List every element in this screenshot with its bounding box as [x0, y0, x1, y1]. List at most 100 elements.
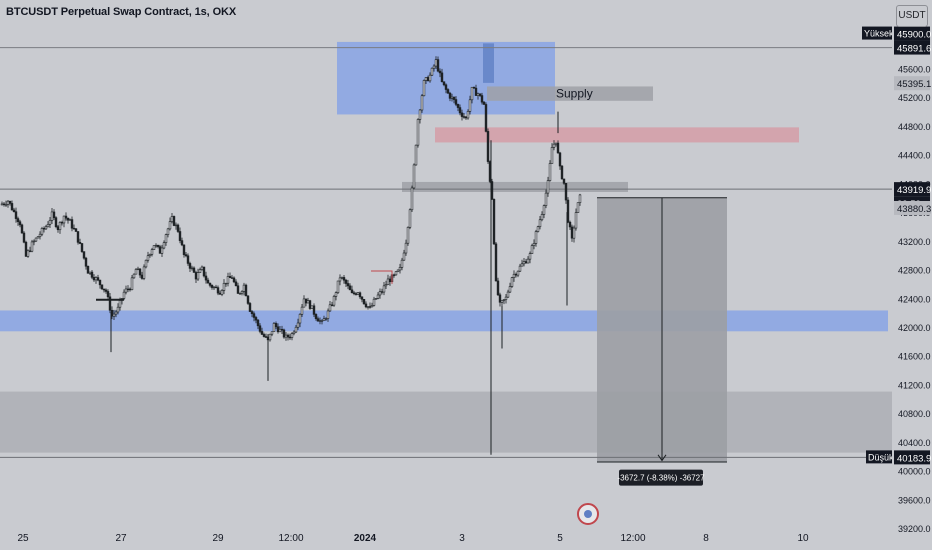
y-tick-label: 40400.0 [898, 438, 931, 448]
candle-body [316, 318, 320, 322]
candle-body [26, 250, 30, 257]
candle-body [170, 216, 174, 222]
candle-body [296, 322, 300, 328]
candle-body [378, 291, 382, 296]
candle-body [542, 205, 546, 215]
candle-body [496, 280, 500, 296]
x-tick-label: 10 [797, 533, 809, 544]
candle-body [210, 285, 214, 288]
candle-body [260, 331, 264, 335]
candle-body [192, 267, 196, 273]
candle-body [232, 277, 236, 283]
high-label-bg [862, 26, 892, 40]
y-tick-label: 43200.0 [898, 237, 931, 247]
candle-body [176, 224, 180, 232]
candle-body [220, 290, 224, 295]
candle-body [80, 243, 84, 252]
candle-body [300, 306, 304, 315]
candle-body [42, 228, 46, 230]
candle-body [34, 237, 38, 242]
candle-body [142, 266, 146, 279]
candle-body [486, 131, 490, 162]
candle-body [388, 278, 392, 283]
candle-body [74, 228, 78, 232]
candle-body [358, 292, 362, 298]
candle-body [12, 209, 16, 213]
candle-body [236, 285, 240, 294]
measure-label-bg [619, 469, 703, 486]
candle-body [342, 277, 346, 281]
candle-body [190, 267, 194, 270]
candle-body [376, 294, 380, 299]
candle-body [380, 291, 384, 293]
candle-body [566, 199, 570, 223]
candle-body [8, 200, 12, 204]
candle-body [398, 267, 402, 271]
candle-body [46, 224, 50, 228]
candle-body [2, 203, 6, 206]
x-axis[interactable]: 25 27 29 12:00 2024 3 5 12:00 8 10 [17, 533, 809, 544]
candle-body [194, 272, 198, 280]
candle-body [536, 226, 540, 232]
x-tick-label: 8 [703, 533, 709, 544]
candle-body [426, 77, 430, 82]
candle-body [454, 99, 458, 105]
candle-body [446, 89, 450, 94]
candle-body [478, 93, 482, 96]
candle-body [500, 300, 504, 303]
candle-body [164, 234, 168, 243]
candle-body [218, 292, 222, 295]
candle-body [320, 320, 324, 322]
candle-body [160, 247, 164, 254]
candle-body [522, 261, 526, 265]
candle-body [466, 111, 470, 119]
candle-body [22, 232, 26, 243]
candle-body [234, 281, 238, 287]
candle-body [544, 192, 548, 206]
currency-button[interactable]: USDT [896, 5, 928, 27]
candle-body [152, 245, 156, 250]
candle-body [222, 282, 226, 291]
candle-body [202, 266, 206, 277]
candle-body [146, 255, 150, 261]
candle-body [62, 215, 66, 224]
candle-body [72, 227, 76, 230]
candle-body [354, 293, 358, 295]
candle-body [138, 268, 142, 276]
candle-body [550, 147, 554, 164]
candle-body [538, 219, 542, 228]
low-value-tag-bg [894, 450, 930, 465]
candle-body [290, 333, 294, 338]
candle-body [132, 273, 136, 279]
candle-body [474, 87, 478, 96]
candle-body [400, 259, 404, 268]
candle-body [570, 226, 574, 239]
upper-price-tag: 45395.1 [897, 79, 931, 90]
candle-body [546, 180, 550, 194]
candle-body [48, 219, 52, 225]
candle-body [134, 269, 138, 275]
y-tick-label: 39600.0 [898, 495, 931, 505]
candle-body [422, 80, 426, 97]
x-tick-label: 29 [212, 533, 224, 544]
candle-body [562, 178, 566, 184]
candle-body [276, 326, 280, 333]
candle-body [228, 276, 232, 279]
candle-body [532, 243, 536, 246]
candle-body [310, 305, 314, 309]
candle-body [182, 244, 186, 255]
y-tick-label: 41200.0 [898, 380, 931, 390]
candle-body [304, 298, 308, 304]
candle-body [440, 72, 444, 83]
candle-body [144, 259, 148, 268]
candle-body [306, 300, 310, 304]
candle-body [308, 300, 312, 309]
candle-body [166, 228, 170, 235]
candle-body [364, 303, 368, 308]
candle-body [346, 283, 350, 287]
candle-body [282, 329, 286, 338]
candle-body [340, 277, 344, 279]
y-axis[interactable]: 45600.045200.044800.044400.044000.043600… [892, 0, 932, 550]
candle-body [576, 202, 580, 213]
